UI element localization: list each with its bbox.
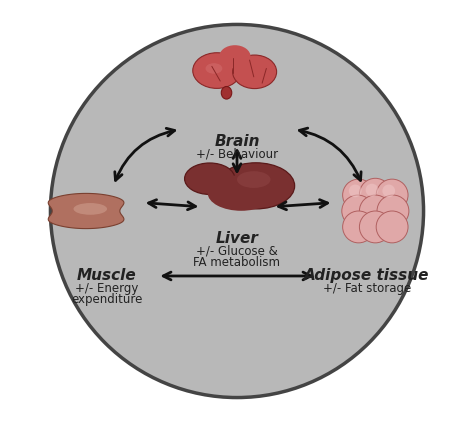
Circle shape — [376, 211, 408, 243]
Text: FA metabolism: FA metabolism — [193, 256, 281, 269]
Circle shape — [359, 211, 391, 243]
Text: +/- Glucose &: +/- Glucose & — [196, 244, 278, 257]
Ellipse shape — [184, 163, 235, 195]
Circle shape — [343, 211, 374, 243]
Circle shape — [343, 179, 374, 211]
Text: expenditure: expenditure — [72, 293, 143, 306]
Text: +/- Behaviour: +/- Behaviour — [196, 148, 278, 161]
Circle shape — [50, 24, 424, 398]
Circle shape — [359, 179, 391, 210]
Text: Brain: Brain — [214, 134, 260, 149]
Polygon shape — [48, 193, 124, 229]
Circle shape — [359, 195, 391, 227]
Ellipse shape — [208, 175, 275, 211]
Ellipse shape — [221, 87, 232, 99]
Ellipse shape — [73, 203, 107, 215]
Ellipse shape — [219, 45, 251, 68]
Circle shape — [365, 184, 378, 196]
Text: Adipose tissue: Adipose tissue — [304, 268, 430, 284]
Circle shape — [349, 184, 362, 197]
Circle shape — [342, 195, 374, 227]
Circle shape — [377, 195, 409, 227]
Text: Muscle: Muscle — [77, 268, 137, 284]
Circle shape — [376, 179, 408, 211]
Ellipse shape — [237, 171, 271, 188]
Ellipse shape — [233, 55, 277, 89]
Circle shape — [383, 184, 395, 197]
Text: Liver: Liver — [216, 231, 258, 246]
Ellipse shape — [206, 63, 222, 74]
Ellipse shape — [217, 163, 295, 209]
Ellipse shape — [193, 53, 241, 88]
Text: +/- Fat storage: +/- Fat storage — [323, 282, 411, 295]
Text: +/- Energy: +/- Energy — [75, 282, 139, 295]
